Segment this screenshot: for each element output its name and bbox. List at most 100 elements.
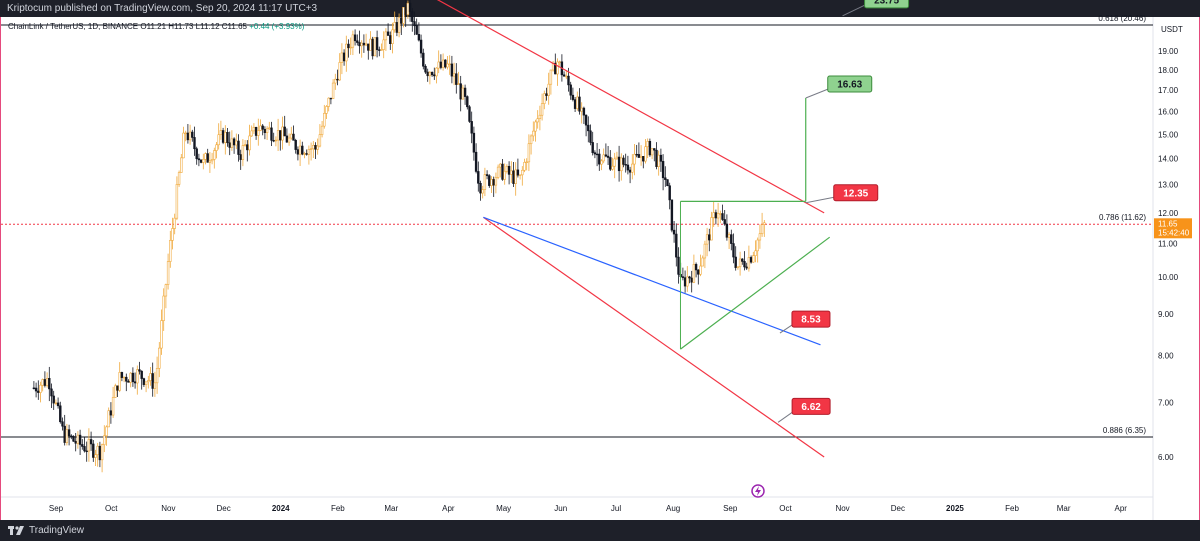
time-tick-label: Oct	[105, 504, 118, 513]
candle-body	[111, 397, 115, 416]
target-label: 12.35	[843, 188, 868, 199]
candle-body	[356, 40, 359, 43]
target-box[interactable]	[791, 397, 831, 415]
candle-body	[604, 154, 608, 157]
candle-body	[439, 61, 443, 68]
candle-body	[540, 103, 544, 116]
candle-body	[708, 234, 711, 241]
candle-body	[481, 189, 484, 194]
tradingview-logo-icon	[8, 526, 24, 535]
target-box[interactable]	[827, 75, 873, 93]
candle-body	[534, 121, 537, 132]
candle-body	[428, 71, 432, 77]
candle-body	[488, 175, 491, 186]
candle-body	[224, 132, 227, 143]
target-box[interactable]	[864, 0, 910, 9]
time-tick-label: Apr	[442, 504, 455, 513]
candle-body	[314, 145, 317, 150]
trend-line-red[interactable]	[412, 0, 825, 214]
candle-body	[270, 127, 273, 141]
candle-body	[525, 161, 528, 163]
candle-body	[263, 128, 267, 133]
candle-body	[670, 199, 674, 231]
candle-body	[45, 378, 49, 386]
candle-body	[492, 179, 495, 186]
time-tick-label: May	[496, 504, 511, 513]
candle-body	[228, 142, 231, 148]
candle-body	[127, 380, 130, 383]
candle-body	[644, 146, 647, 162]
candle-body	[184, 132, 187, 135]
candle-body	[320, 125, 324, 135]
candle-body	[626, 164, 630, 171]
candle-body	[334, 78, 337, 84]
candle-body	[510, 170, 513, 175]
candle-body	[206, 153, 209, 163]
candle-body	[237, 140, 240, 155]
trend-line-red[interactable]	[483, 216, 825, 458]
time-tick-label: Apr	[1115, 504, 1128, 513]
candle-body	[591, 142, 594, 153]
candle-body	[162, 295, 165, 321]
candle-body	[587, 124, 590, 132]
candle-body	[257, 130, 260, 136]
candle-body	[721, 213, 724, 220]
candle-body	[294, 140, 297, 150]
candle-body	[404, 7, 407, 15]
trend-line-blue[interactable]	[483, 216, 821, 346]
candle-body	[672, 229, 676, 235]
candle-body	[668, 185, 671, 201]
candle-body	[758, 233, 762, 241]
candle-body	[153, 382, 157, 389]
candle-body	[734, 256, 737, 268]
candle-body	[133, 381, 137, 384]
candle-body	[87, 439, 91, 452]
candle-body	[499, 163, 502, 168]
candle-body	[100, 444, 104, 461]
candle-body	[501, 163, 504, 180]
candle-body	[371, 38, 374, 57]
candle-body	[452, 73, 456, 77]
candle-body	[424, 65, 427, 73]
target-box[interactable]	[791, 310, 831, 328]
candle-body	[714, 212, 718, 219]
candle-body	[406, 2, 410, 15]
price-tick-label: 12.00	[1158, 209, 1179, 218]
candle-body	[490, 179, 493, 186]
candle-body	[61, 421, 64, 427]
current-price-label: 11.65	[1158, 219, 1178, 228]
candle-body	[395, 22, 399, 33]
event-marker-icon[interactable]	[751, 484, 765, 498]
candle-body	[730, 234, 733, 244]
candle-body	[39, 384, 42, 393]
time-tick-label: 2025	[946, 504, 964, 513]
target-pointer	[805, 87, 831, 99]
candle-body	[494, 177, 498, 186]
price-tick-label: 8.00	[1158, 352, 1174, 361]
candle-body	[606, 155, 610, 158]
candle-body	[290, 133, 293, 139]
time-tick-label: Mar	[384, 504, 398, 513]
candle-body	[741, 258, 744, 262]
candle-body	[197, 158, 201, 161]
price-tick-label: 18.00	[1158, 66, 1179, 75]
target-box[interactable]	[833, 184, 879, 202]
candle-body	[389, 35, 392, 44]
candle-body	[142, 378, 146, 385]
candle-body	[699, 265, 702, 275]
candle-body	[646, 141, 649, 148]
candle-body	[415, 25, 418, 35]
candle-body	[307, 149, 311, 155]
candle-body	[312, 145, 315, 150]
candle-body	[576, 96, 579, 109]
candle-body	[571, 94, 575, 100]
trend-line-green[interactable]	[680, 236, 831, 350]
candle-body	[400, 17, 403, 24]
candle-body	[230, 138, 234, 148]
candle-body	[661, 161, 665, 179]
candle-body	[274, 139, 278, 142]
time-tick-label: Aug	[666, 504, 680, 513]
price-tick-label: 15.00	[1158, 130, 1179, 139]
candle-body	[120, 372, 124, 378]
